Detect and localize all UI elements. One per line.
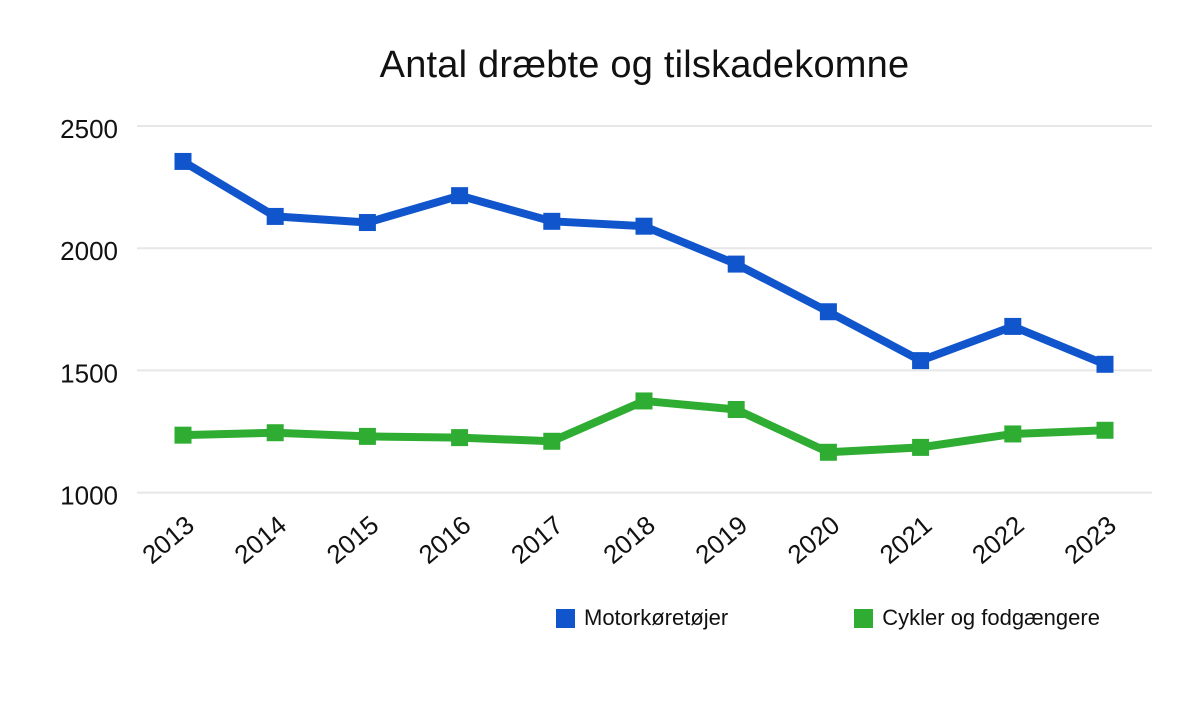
data-point-marker (819, 443, 837, 461)
data-point-marker (543, 212, 561, 230)
data-point-marker (1096, 421, 1114, 439)
data-point-marker (266, 424, 284, 442)
data-point-marker (451, 429, 469, 447)
x-axis-tick-label: 2017 (505, 510, 569, 570)
x-axis-tick-label: 2021 (874, 510, 938, 570)
series-line-0 (179, 157, 1109, 369)
x-axis-tick-label: 2018 (597, 510, 661, 570)
data-point-marker (174, 426, 192, 444)
data-point-marker (727, 401, 745, 419)
legend-swatch (556, 608, 575, 628)
data-point-marker (358, 214, 376, 232)
y-axis-tick-label: 1000 (60, 481, 118, 511)
legend-label: Cykler og fodgængere (882, 605, 1100, 630)
y-axis-tick-label: 2000 (60, 236, 118, 266)
data-point-marker (543, 432, 561, 450)
legend-swatch (854, 608, 874, 628)
data-point-marker (912, 438, 930, 456)
data-point-marker (635, 392, 653, 410)
x-axis-tick-label: 2015 (321, 510, 385, 570)
x-axis-tick-label: 2014 (228, 510, 292, 570)
data-point-marker (174, 152, 192, 170)
x-axis-tick-label: 2013 (136, 510, 200, 570)
data-point-marker (1096, 355, 1114, 373)
data-point-marker (266, 207, 284, 225)
x-axis-tick-label: 2022 (966, 510, 1030, 570)
x-axis-tick-label: 2020 (782, 510, 846, 570)
data-point-marker (635, 217, 653, 235)
x-axis-tick-label: 2023 (1058, 510, 1122, 570)
x-axis-tick-label: 2016 (413, 510, 477, 570)
data-point-marker (358, 427, 376, 445)
legend-label: Motorkøretøjer (584, 605, 729, 630)
y-axis-tick-label: 1500 (60, 358, 118, 388)
x-axis-tick-label: 2019 (689, 510, 753, 570)
legend-item-1: Cykler og fodgængere (854, 605, 1100, 631)
data-point-marker (1004, 317, 1022, 335)
data-point-marker (819, 303, 837, 321)
data-point-marker (912, 352, 930, 370)
legend: Motorkøretøjer Cykler og fodgængere (556, 605, 1100, 631)
chart-title: Antal dræbte og tilskadekomne (379, 44, 910, 86)
legend-item-0: Motorkøretøjer (556, 605, 728, 631)
data-point-marker (1004, 425, 1022, 443)
y-axis-tick-label: 2500 (60, 114, 118, 144)
data-point-marker (727, 255, 745, 273)
data-point-marker (451, 187, 469, 205)
